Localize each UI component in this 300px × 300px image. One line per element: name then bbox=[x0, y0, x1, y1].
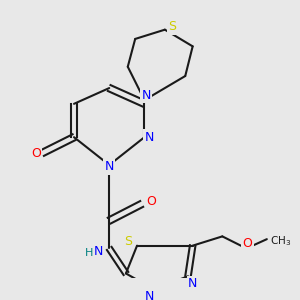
Text: H: H bbox=[85, 248, 93, 258]
Text: N: N bbox=[142, 89, 151, 102]
Text: S: S bbox=[168, 20, 176, 33]
Text: N: N bbox=[144, 131, 154, 144]
Text: O: O bbox=[31, 147, 41, 161]
Text: S: S bbox=[124, 235, 132, 248]
Text: N: N bbox=[144, 290, 154, 300]
Text: N: N bbox=[104, 160, 114, 173]
Text: O: O bbox=[146, 195, 156, 208]
Text: O: O bbox=[242, 237, 252, 250]
Text: CH$_3$: CH$_3$ bbox=[270, 234, 291, 248]
Text: N: N bbox=[188, 277, 197, 290]
Text: N: N bbox=[93, 245, 103, 258]
